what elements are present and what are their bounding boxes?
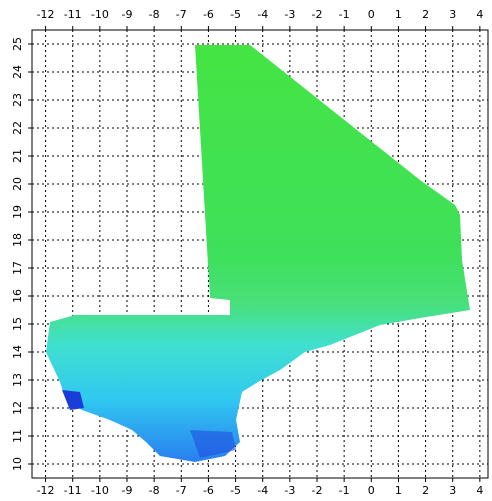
x-tick-label-top: -7 bbox=[176, 8, 187, 21]
x-tick-label-top: -6 bbox=[203, 8, 214, 21]
x-tick-label-top: -3 bbox=[284, 8, 295, 21]
x-tick-label-top: -4 bbox=[257, 8, 268, 21]
x-tick-label-bottom: -7 bbox=[176, 484, 187, 497]
x-tick-label-top: -9 bbox=[122, 8, 133, 21]
x-tick-label-bottom: -12 bbox=[37, 484, 55, 497]
x-tick-label-bottom: -3 bbox=[284, 484, 295, 497]
x-tick-label-top: -10 bbox=[91, 8, 109, 21]
x-tick-label-top: -11 bbox=[64, 8, 82, 21]
y-tick-label: 16 bbox=[11, 289, 24, 303]
y-tick-label: 18 bbox=[11, 233, 24, 247]
y-tick-label: 21 bbox=[11, 149, 24, 163]
x-tick-label-top: 1 bbox=[395, 8, 402, 21]
x-tick-label-top: 2 bbox=[422, 8, 429, 21]
y-tick-label: 11 bbox=[11, 429, 24, 443]
x-tick-label-bottom: -6 bbox=[203, 484, 214, 497]
y-tick-label: 23 bbox=[11, 93, 24, 107]
y-tick-label: 12 bbox=[11, 401, 24, 415]
x-tick-label-top: 0 bbox=[368, 8, 375, 21]
x-tick-label-bottom: 1 bbox=[395, 484, 402, 497]
x-tick-label-top: -12 bbox=[37, 8, 55, 21]
x-tick-label-bottom: -2 bbox=[312, 484, 323, 497]
x-tick-label-top: -2 bbox=[312, 8, 323, 21]
y-tick-label: 17 bbox=[11, 261, 24, 275]
x-tick-label-top: -5 bbox=[230, 8, 241, 21]
x-tick-label-bottom: 4 bbox=[476, 484, 483, 497]
x-tick-label-top: -8 bbox=[149, 8, 160, 21]
x-tick-label-top: -1 bbox=[339, 8, 350, 21]
y-tick-label: 24 bbox=[11, 65, 24, 79]
y-tick-label: 10 bbox=[11, 457, 24, 471]
y-tick-label: 14 bbox=[11, 345, 24, 359]
x-tick-label-bottom: -11 bbox=[64, 484, 82, 497]
x-tick-label-bottom: -1 bbox=[339, 484, 350, 497]
y-tick-label: 19 bbox=[11, 205, 24, 219]
y-tick-label: 20 bbox=[11, 177, 24, 191]
y-tick-label: 25 bbox=[11, 37, 24, 51]
x-tick-label-bottom: 3 bbox=[449, 484, 456, 497]
x-tick-label-bottom: -4 bbox=[257, 484, 268, 497]
map: -12-12-11-11-10-10-9-9-8-8-7-7-6-6-5-5-4… bbox=[0, 0, 492, 501]
x-tick-label-top: 3 bbox=[449, 8, 456, 21]
y-tick-label: 22 bbox=[11, 121, 24, 135]
y-tick-label: 13 bbox=[11, 373, 24, 387]
x-tick-label-bottom: -10 bbox=[91, 484, 109, 497]
x-tick-label-bottom: 0 bbox=[368, 484, 375, 497]
x-tick-label-bottom: 2 bbox=[422, 484, 429, 497]
x-tick-label-bottom: -9 bbox=[122, 484, 133, 497]
x-tick-label-bottom: -8 bbox=[149, 484, 160, 497]
x-tick-label-bottom: -5 bbox=[230, 484, 241, 497]
y-tick-label: 15 bbox=[11, 317, 24, 331]
x-tick-label-top: 4 bbox=[476, 8, 483, 21]
